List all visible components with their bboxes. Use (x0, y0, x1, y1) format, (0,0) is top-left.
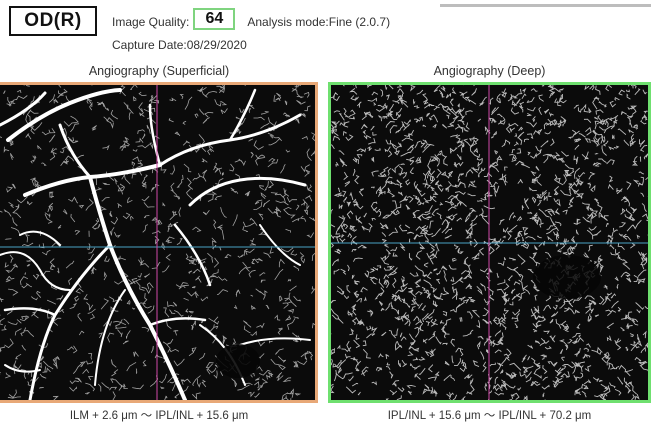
deep-vessel-map (331, 85, 648, 400)
deep-layer-range: IPL/INL + 15.6 μm 〜 IPL/INL + 70.2 μm (387, 410, 592, 422)
superficial-angiography-image[interactable] (0, 82, 318, 403)
deep-angiography-image[interactable] (328, 82, 651, 403)
superficial-layer-range: ILM + 2.6 μm 〜 IPL/INL + 15.6 μm (69, 410, 249, 422)
image-quality-value: 64 (193, 8, 236, 30)
superficial-vessel-map (0, 85, 315, 400)
capture-date-text: Capture Date:08/29/2020 (112, 38, 247, 52)
eye-laterality-badge: OD(R) (9, 6, 97, 36)
image-quality-row: Image Quality: 64 Analysis mode:Fine (2.… (112, 8, 391, 30)
analysis-mode-text: Analysis mode:Fine (2.0.7) (247, 15, 391, 29)
image-quality-label: Image Quality: (112, 15, 190, 29)
deep-panel-title: Angiography (Deep) (433, 64, 546, 78)
superficial-panel-title: Angiography (Superficial) (88, 64, 230, 78)
header-divider (440, 4, 651, 7)
